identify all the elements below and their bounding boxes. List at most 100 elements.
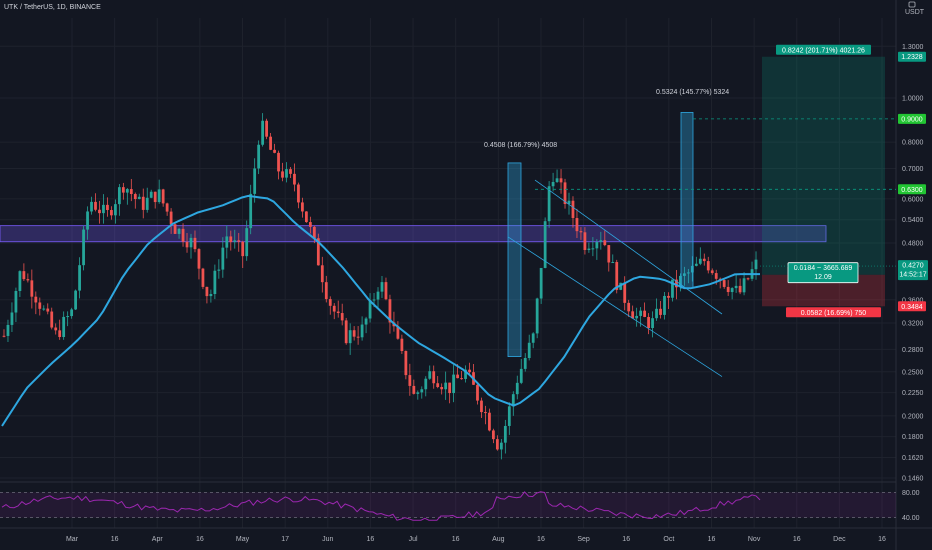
candle-body (348, 330, 352, 344)
candle-body (507, 406, 511, 426)
candle-body (181, 228, 185, 242)
x-tick-label: Dec (833, 536, 846, 543)
candle-body (555, 178, 559, 182)
candle-body (261, 120, 265, 145)
candle-body (742, 278, 746, 293)
candle-body (18, 271, 22, 291)
candle-body (301, 202, 304, 212)
y-tick-label: 0.2800 (902, 347, 924, 354)
candle-body (121, 187, 125, 193)
candle-body (627, 302, 631, 312)
price-axis-tag-text: 1.2328 (901, 54, 923, 61)
candle-body (74, 290, 78, 310)
position-entry-text: 0.0184 ~ 3665.689 (794, 265, 853, 272)
candle-body (38, 302, 42, 309)
candle-body (221, 247, 225, 270)
candle-body (591, 248, 595, 250)
lock-icon-body (908, 1, 916, 8)
x-tick-label: 17 (281, 536, 289, 543)
candle-body (468, 369, 471, 373)
candle-body (177, 228, 181, 234)
candle-body (106, 204, 109, 211)
candle-body (245, 228, 249, 257)
candle-body (679, 275, 682, 288)
candle-body (615, 262, 619, 290)
candle-body (201, 268, 205, 287)
candle-body (277, 152, 280, 172)
candle-body (380, 282, 384, 292)
candle-body (682, 273, 686, 276)
lock-icon (908, 1, 916, 8)
y-tick-label: 0.4800 (902, 240, 924, 247)
candle-body (157, 189, 161, 203)
candle-body (655, 308, 658, 319)
candle-body (587, 248, 591, 250)
candle-body (269, 136, 272, 150)
candle-body (694, 263, 698, 266)
candle-body (98, 209, 101, 214)
candle-body (312, 226, 316, 239)
candle-body (503, 425, 507, 443)
candle-body (209, 294, 213, 297)
candle-body (368, 300, 372, 319)
candle-body (635, 315, 639, 319)
candle-body (253, 168, 257, 194)
candle-body (722, 280, 726, 287)
candle-body (257, 144, 261, 169)
x-tick-label: 16 (878, 536, 886, 543)
candle-body (185, 241, 189, 248)
x-tick-label: Aug (492, 536, 505, 543)
candle-body (531, 333, 535, 343)
candle-body (82, 229, 85, 266)
candle-body (293, 173, 296, 185)
candle-body (460, 378, 463, 380)
position-stop-label-text: 0.0582 (16.69%) 750 (801, 310, 866, 317)
price-axis-tag-text: 0.3484 (901, 304, 923, 311)
y-tick-label: 0.1460 (902, 476, 924, 483)
candle-body (444, 382, 448, 390)
candle-body (547, 186, 551, 222)
price-axis-tag (898, 184, 926, 195)
candle-body (595, 241, 599, 249)
x-tick-label: Apr (152, 536, 164, 543)
y-tick-label: 0.1620 (902, 455, 924, 462)
candle-body (539, 267, 543, 299)
measure-label: 0.4508 (166.79%) 4508 (484, 142, 557, 149)
candle-body (515, 382, 519, 395)
candle-body (571, 200, 575, 219)
candle-body (563, 182, 567, 205)
candle-body (46, 308, 50, 312)
candle-body (213, 270, 217, 295)
candle-body (754, 259, 758, 270)
y-tick-label: 0.1800 (902, 434, 924, 441)
candle-body (102, 204, 105, 214)
x-tick-label: 16 (452, 536, 460, 543)
candle-body (364, 318, 368, 325)
x-tick-label: 16 (111, 536, 119, 543)
candle-body (10, 312, 14, 325)
price-axis-tag-bg (898, 184, 926, 195)
price-axis-tag-text: 0.9000 (901, 116, 923, 123)
candle-body (456, 374, 459, 379)
candle-body (14, 290, 18, 313)
candle-body (22, 271, 26, 280)
candle-body (559, 178, 563, 183)
candle-body (189, 237, 193, 248)
candle-body (611, 262, 615, 264)
candle-body (197, 249, 201, 269)
candle-body (436, 383, 440, 388)
candle-body (141, 196, 145, 210)
x-tick-label: Nov (748, 536, 761, 543)
candle-body (543, 221, 547, 268)
price-axis-tag-bg (898, 51, 926, 62)
candle-body (488, 412, 491, 431)
candle-body (149, 191, 153, 198)
candle-body (495, 439, 499, 450)
candle-body (137, 196, 141, 200)
x-tick-label: Mar (66, 536, 79, 543)
price-axis-tag (898, 51, 926, 62)
candle-body (734, 285, 738, 289)
candle-body (249, 193, 253, 229)
candle-body (110, 210, 113, 216)
